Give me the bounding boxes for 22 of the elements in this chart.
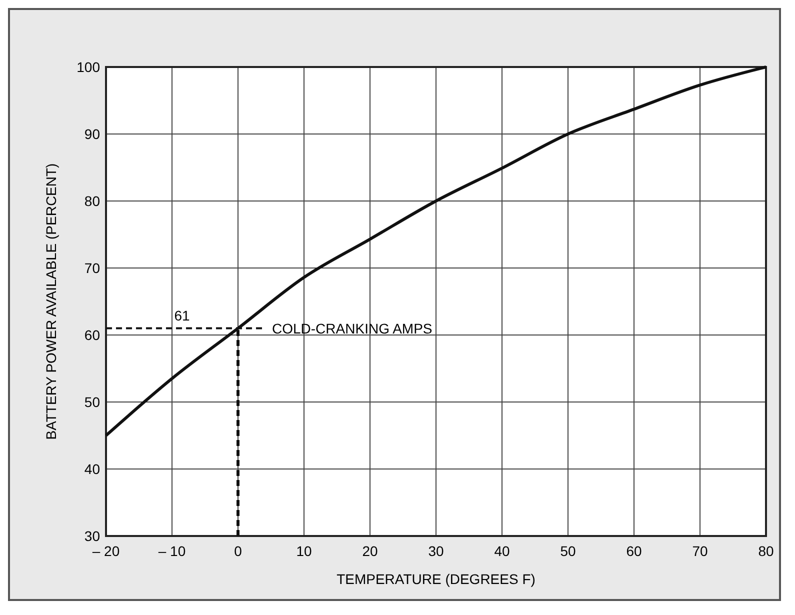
x-tick-label: 10 <box>296 543 312 559</box>
x-tick-label: 50 <box>560 543 576 559</box>
x-tick-label: – 20 <box>92 543 120 559</box>
x-tick-label: 40 <box>494 543 510 559</box>
x-tick-label: – 10 <box>158 543 186 559</box>
y-axis-title: BATTERY POWER AVAILABLE (PERCENT) <box>43 163 59 440</box>
x-tick-label: 70 <box>692 543 708 559</box>
y-tick-label: 90 <box>84 126 100 142</box>
ref-line-label: 61 <box>174 307 190 324</box>
x-tick-label: 80 <box>758 543 774 559</box>
x-tick-label: 20 <box>362 543 378 559</box>
y-tick-label: 40 <box>84 461 100 477</box>
y-tick-label: 50 <box>84 394 100 410</box>
x-axis-title: TEMPERATURE (DEGREES F) <box>336 571 536 587</box>
y-tick-label: 30 <box>84 528 100 544</box>
y-tick-label: 60 <box>84 327 100 343</box>
x-tick-label: 30 <box>428 543 444 559</box>
y-tick-label: 100 <box>76 59 100 75</box>
y-tick-label: 70 <box>84 260 100 276</box>
x-tick-label: 60 <box>626 543 642 559</box>
y-tick-label: 80 <box>84 193 100 209</box>
x-tick-label: 0 <box>234 543 242 559</box>
